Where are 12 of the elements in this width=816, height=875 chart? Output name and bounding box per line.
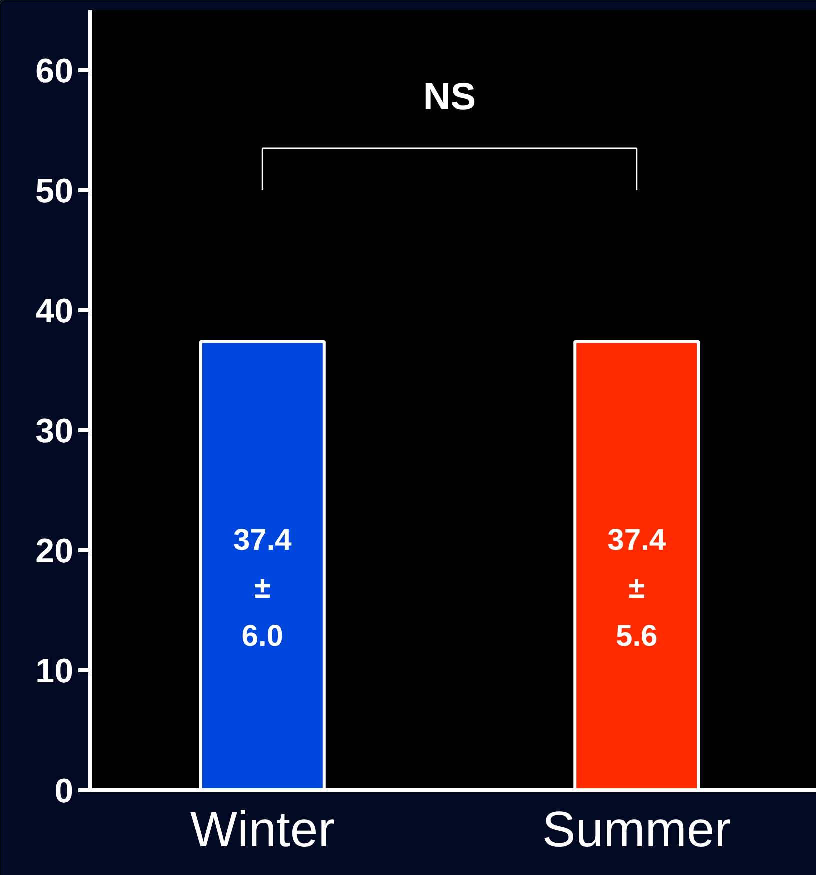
data-label: 37.4 ± 5.6 [608, 524, 666, 653]
x-tick-label: Summer [542, 802, 732, 858]
annotation: NS [423, 76, 476, 119]
y-tick-label: 60 [36, 52, 74, 90]
data-label: 37.4 ± 6.0 [233, 524, 292, 653]
y-tick-label: 10 [36, 652, 74, 690]
y-tick-label: 20 [36, 532, 74, 570]
y-tick-label: 30 [36, 412, 74, 450]
y-tick-label: 40 [36, 292, 74, 330]
y-tick-label: 50 [36, 172, 74, 210]
x-tick-label: Winter [190, 802, 335, 858]
y-tick-label: 0 [54, 772, 74, 810]
